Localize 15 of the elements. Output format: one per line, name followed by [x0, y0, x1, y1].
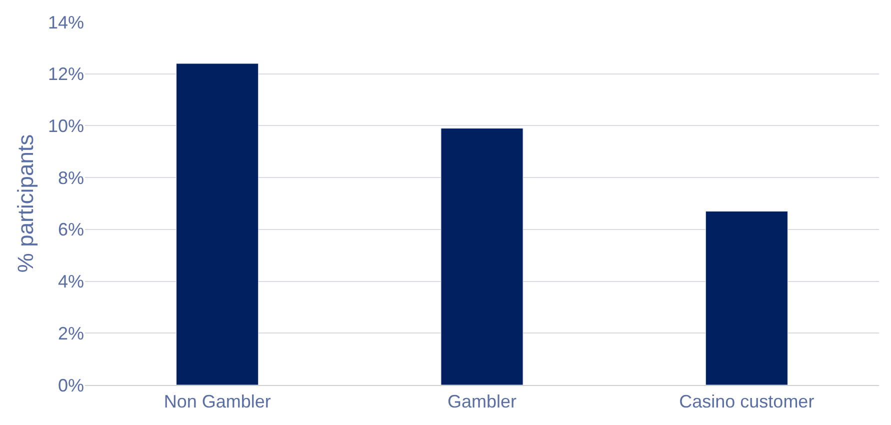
- y-tick-label: 10%: [48, 116, 84, 136]
- y-tick-label: 4%: [58, 272, 84, 292]
- y-tick-label: 8%: [58, 168, 84, 188]
- bar: [176, 63, 259, 385]
- bar: [705, 211, 788, 385]
- y-tick-label: 6%: [58, 220, 84, 240]
- y-tick-label: 12%: [48, 64, 84, 84]
- y-axis-title: % participants: [12, 134, 38, 273]
- y-tick-label: 2%: [58, 323, 84, 344]
- x-tick-label: Gambler: [447, 392, 517, 412]
- y-tick-label: 0%: [58, 375, 84, 396]
- y-tick-label: 14%: [48, 12, 84, 32]
- x-tick-label: Casino customer: [679, 392, 814, 412]
- bar: [440, 128, 524, 385]
- x-tick-label: Non Gambler: [164, 392, 271, 412]
